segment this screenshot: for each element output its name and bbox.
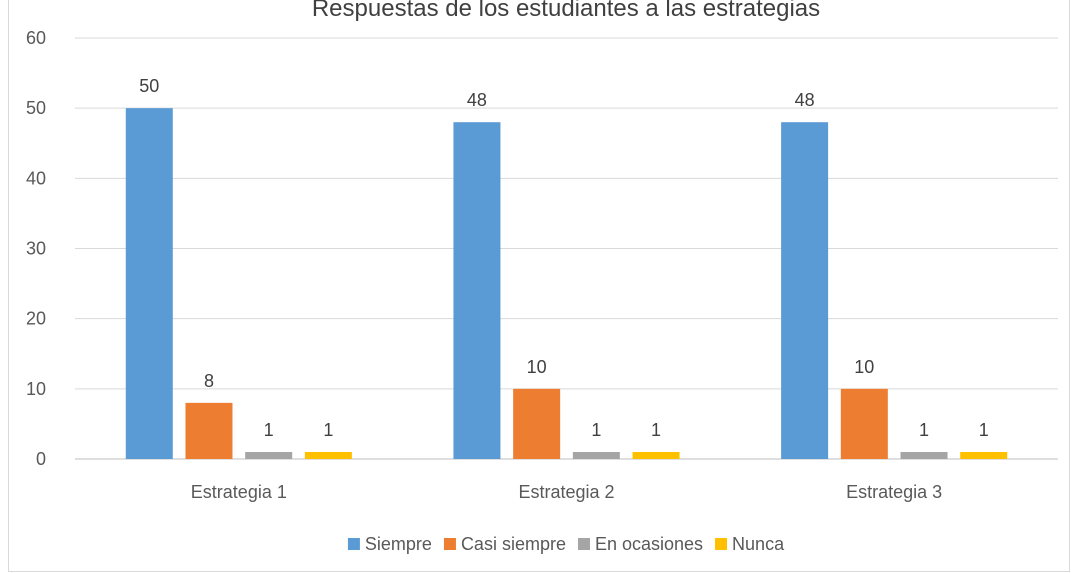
y-tick-label: 30	[26, 239, 46, 259]
bars	[125, 108, 1008, 460]
data-label: 1	[591, 420, 601, 440]
data-label: 48	[795, 90, 815, 110]
x-axis-categories: Estrategia 1 Estrategia 2 Estrategia 3	[191, 482, 942, 502]
legend-label: Siempre	[365, 534, 432, 554]
data-label: 1	[979, 420, 989, 440]
bar-en-ocasiones	[245, 451, 293, 459]
y-tick-label: 10	[26, 379, 46, 399]
y-tick-label: 40	[26, 168, 46, 188]
legend-label: Nunca	[732, 534, 785, 554]
bar-siempre	[125, 108, 173, 460]
legend-swatch-nunca	[715, 538, 728, 550]
data-label: 1	[264, 420, 274, 440]
legend: Siempre Casi siempre En ocasiones Nunca	[347, 534, 785, 554]
legend-label: En ocasiones	[595, 534, 703, 554]
y-tick-label: 60	[26, 28, 46, 48]
legend-label: Casi siempre	[461, 534, 566, 554]
data-label: 1	[651, 420, 661, 440]
y-tick-label: 50	[26, 98, 46, 118]
data-label: 1	[323, 420, 333, 440]
bar-casi-siempre	[185, 402, 233, 459]
legend-swatch-siempre	[347, 538, 360, 550]
data-label: 50	[139, 76, 159, 96]
data-label: 48	[467, 90, 487, 110]
y-tick-label: 20	[26, 309, 46, 329]
bar-nunca	[960, 451, 1008, 459]
data-label: 10	[527, 357, 547, 377]
category-label: Estrategia 1	[191, 482, 287, 502]
data-label: 8	[204, 371, 214, 391]
bar-siempre	[781, 122, 829, 459]
gridlines	[75, 37, 1058, 460]
bar-en-ocasiones	[572, 451, 620, 459]
chart-frame	[8, 0, 1070, 572]
legend-swatch-en-ocasiones	[577, 538, 590, 550]
chart-title: Respuestas de los estudiantes a las estr…	[312, 0, 820, 22]
bar-nunca	[632, 451, 680, 459]
bar-casi-siempre	[840, 388, 888, 459]
data-label: 1	[919, 420, 929, 440]
bar-siempre	[453, 122, 501, 459]
category-label: Estrategia 3	[846, 482, 942, 502]
y-tick-label: 0	[36, 449, 46, 469]
y-axis-ticks: 0 10 20 30 40 50 60	[26, 28, 46, 469]
bar-casi-siempre	[513, 388, 561, 459]
category-label: Estrategia 2	[518, 482, 614, 502]
data-labels: 50 8 1 1 48 10 1 1 48 10 1 1	[139, 76, 988, 440]
bar-en-ocasiones	[900, 451, 948, 459]
legend-swatch-casi-siempre	[443, 538, 456, 550]
bar-nunca	[304, 451, 352, 459]
data-label: 10	[854, 357, 874, 377]
